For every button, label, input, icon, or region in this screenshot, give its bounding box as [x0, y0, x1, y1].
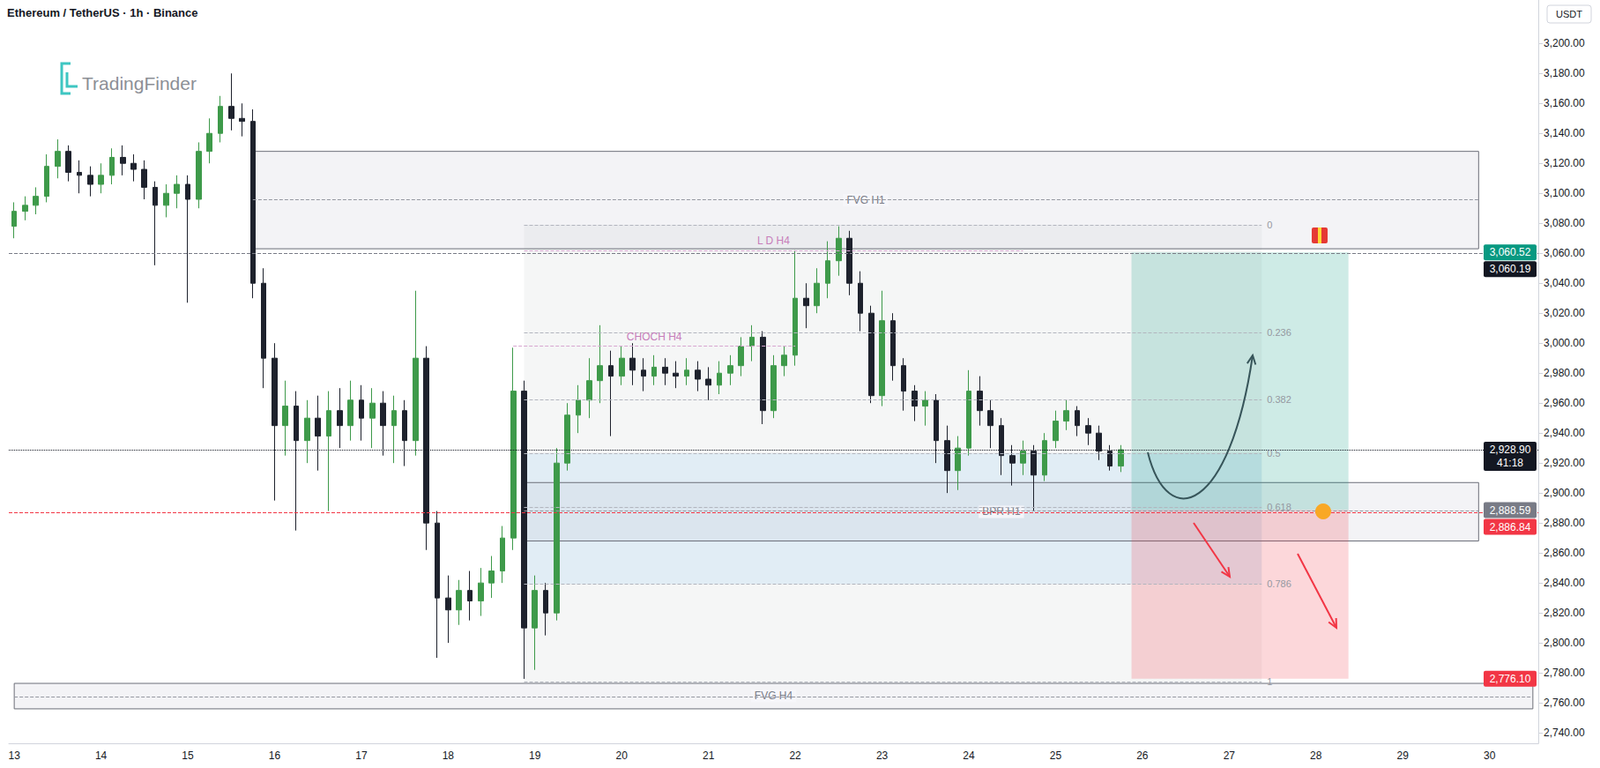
svg-text:0.618: 0.618: [1266, 501, 1292, 513]
svg-text:2,840.00: 2,840.00: [1543, 576, 1586, 589]
svg-text:3,020.00: 3,020.00: [1543, 306, 1586, 320]
svg-text:24: 24: [962, 749, 975, 762]
svg-text:0.236: 0.236: [1266, 327, 1292, 338]
svg-text:FVG H1: FVG H1: [846, 193, 885, 207]
svg-text:3,140.00: 3,140.00: [1543, 126, 1586, 140]
svg-text:16: 16: [268, 749, 282, 762]
svg-text:0.5: 0.5: [1266, 447, 1280, 459]
svg-text:0.382: 0.382: [1266, 394, 1292, 405]
svg-text:3,040.00: 3,040.00: [1543, 276, 1586, 290]
svg-text:2,920.00: 2,920.00: [1543, 456, 1586, 469]
svg-text:29: 29: [1397, 749, 1410, 762]
svg-text:3,200.00: 3,200.00: [1543, 37, 1586, 50]
svg-text:23: 23: [876, 749, 889, 762]
svg-text:2,900.00: 2,900.00: [1543, 486, 1586, 499]
svg-text:2,820.00: 2,820.00: [1543, 606, 1586, 619]
svg-text:2,960.00: 2,960.00: [1543, 396, 1586, 410]
svg-text:2,940.00: 2,940.00: [1543, 426, 1586, 440]
svg-text:2,928.90: 2,928.90: [1489, 443, 1532, 456]
svg-text:20: 20: [616, 749, 629, 762]
svg-text:3,060.00: 3,060.00: [1543, 246, 1586, 260]
svg-text:41:18: 41:18: [1496, 456, 1524, 469]
svg-text:TradingFinder: TradingFinder: [81, 73, 197, 94]
svg-text:3,120.00: 3,120.00: [1543, 156, 1586, 170]
svg-text:0: 0: [1266, 219, 1273, 231]
svg-text:2,980.00: 2,980.00: [1543, 366, 1586, 380]
svg-text:3,060.52: 3,060.52: [1489, 245, 1532, 259]
svg-text:2,800.00: 2,800.00: [1543, 636, 1586, 649]
svg-text:FVG H4: FVG H4: [754, 689, 794, 702]
svg-text:28: 28: [1309, 749, 1323, 762]
svg-text:21: 21: [702, 749, 715, 762]
svg-text:2,888.59: 2,888.59: [1489, 504, 1532, 517]
svg-text:19: 19: [528, 749, 542, 762]
svg-text:14: 14: [95, 749, 108, 762]
svg-text:15: 15: [181, 749, 194, 762]
svg-text:2,780.00: 2,780.00: [1543, 666, 1586, 679]
svg-text:1: 1: [1266, 676, 1273, 687]
svg-text:0.786: 0.786: [1266, 578, 1292, 589]
svg-text:2,886.84: 2,886.84: [1489, 520, 1532, 534]
svg-text:3,100.00: 3,100.00: [1543, 186, 1586, 200]
svg-text:27: 27: [1223, 749, 1236, 762]
svg-text:30: 30: [1483, 749, 1496, 762]
svg-text:3,180.00: 3,180.00: [1543, 66, 1586, 80]
svg-text:Ethereum / TetherUS · 1h · Bin: Ethereum / TetherUS · 1h · Binance: [7, 6, 198, 20]
svg-text:3,060.19: 3,060.19: [1489, 262, 1532, 276]
svg-text:2,776.10: 2,776.10: [1489, 672, 1532, 685]
svg-text:3,080.00: 3,080.00: [1543, 216, 1586, 230]
svg-text:25: 25: [1049, 749, 1063, 762]
svg-text:18: 18: [442, 749, 455, 762]
svg-text:L D H4: L D H4: [757, 234, 790, 247]
svg-text:USDT: USDT: [1555, 8, 1583, 20]
svg-text:2,760.00: 2,760.00: [1543, 696, 1586, 709]
svg-text:22: 22: [788, 749, 802, 762]
svg-text:13: 13: [7, 749, 21, 762]
svg-text:2,880.00: 2,880.00: [1543, 516, 1586, 529]
svg-text:3,160.00: 3,160.00: [1543, 96, 1586, 110]
svg-text:17: 17: [355, 749, 368, 762]
svg-text:2,740.00: 2,740.00: [1543, 726, 1586, 739]
svg-text:3,000.00: 3,000.00: [1543, 336, 1586, 350]
svg-text:2,860.00: 2,860.00: [1543, 546, 1586, 559]
svg-text:26: 26: [1136, 749, 1149, 762]
svg-text:CHOCH H4: CHOCH H4: [626, 330, 683, 343]
svg-text:BPR H1: BPR H1: [982, 505, 1021, 518]
